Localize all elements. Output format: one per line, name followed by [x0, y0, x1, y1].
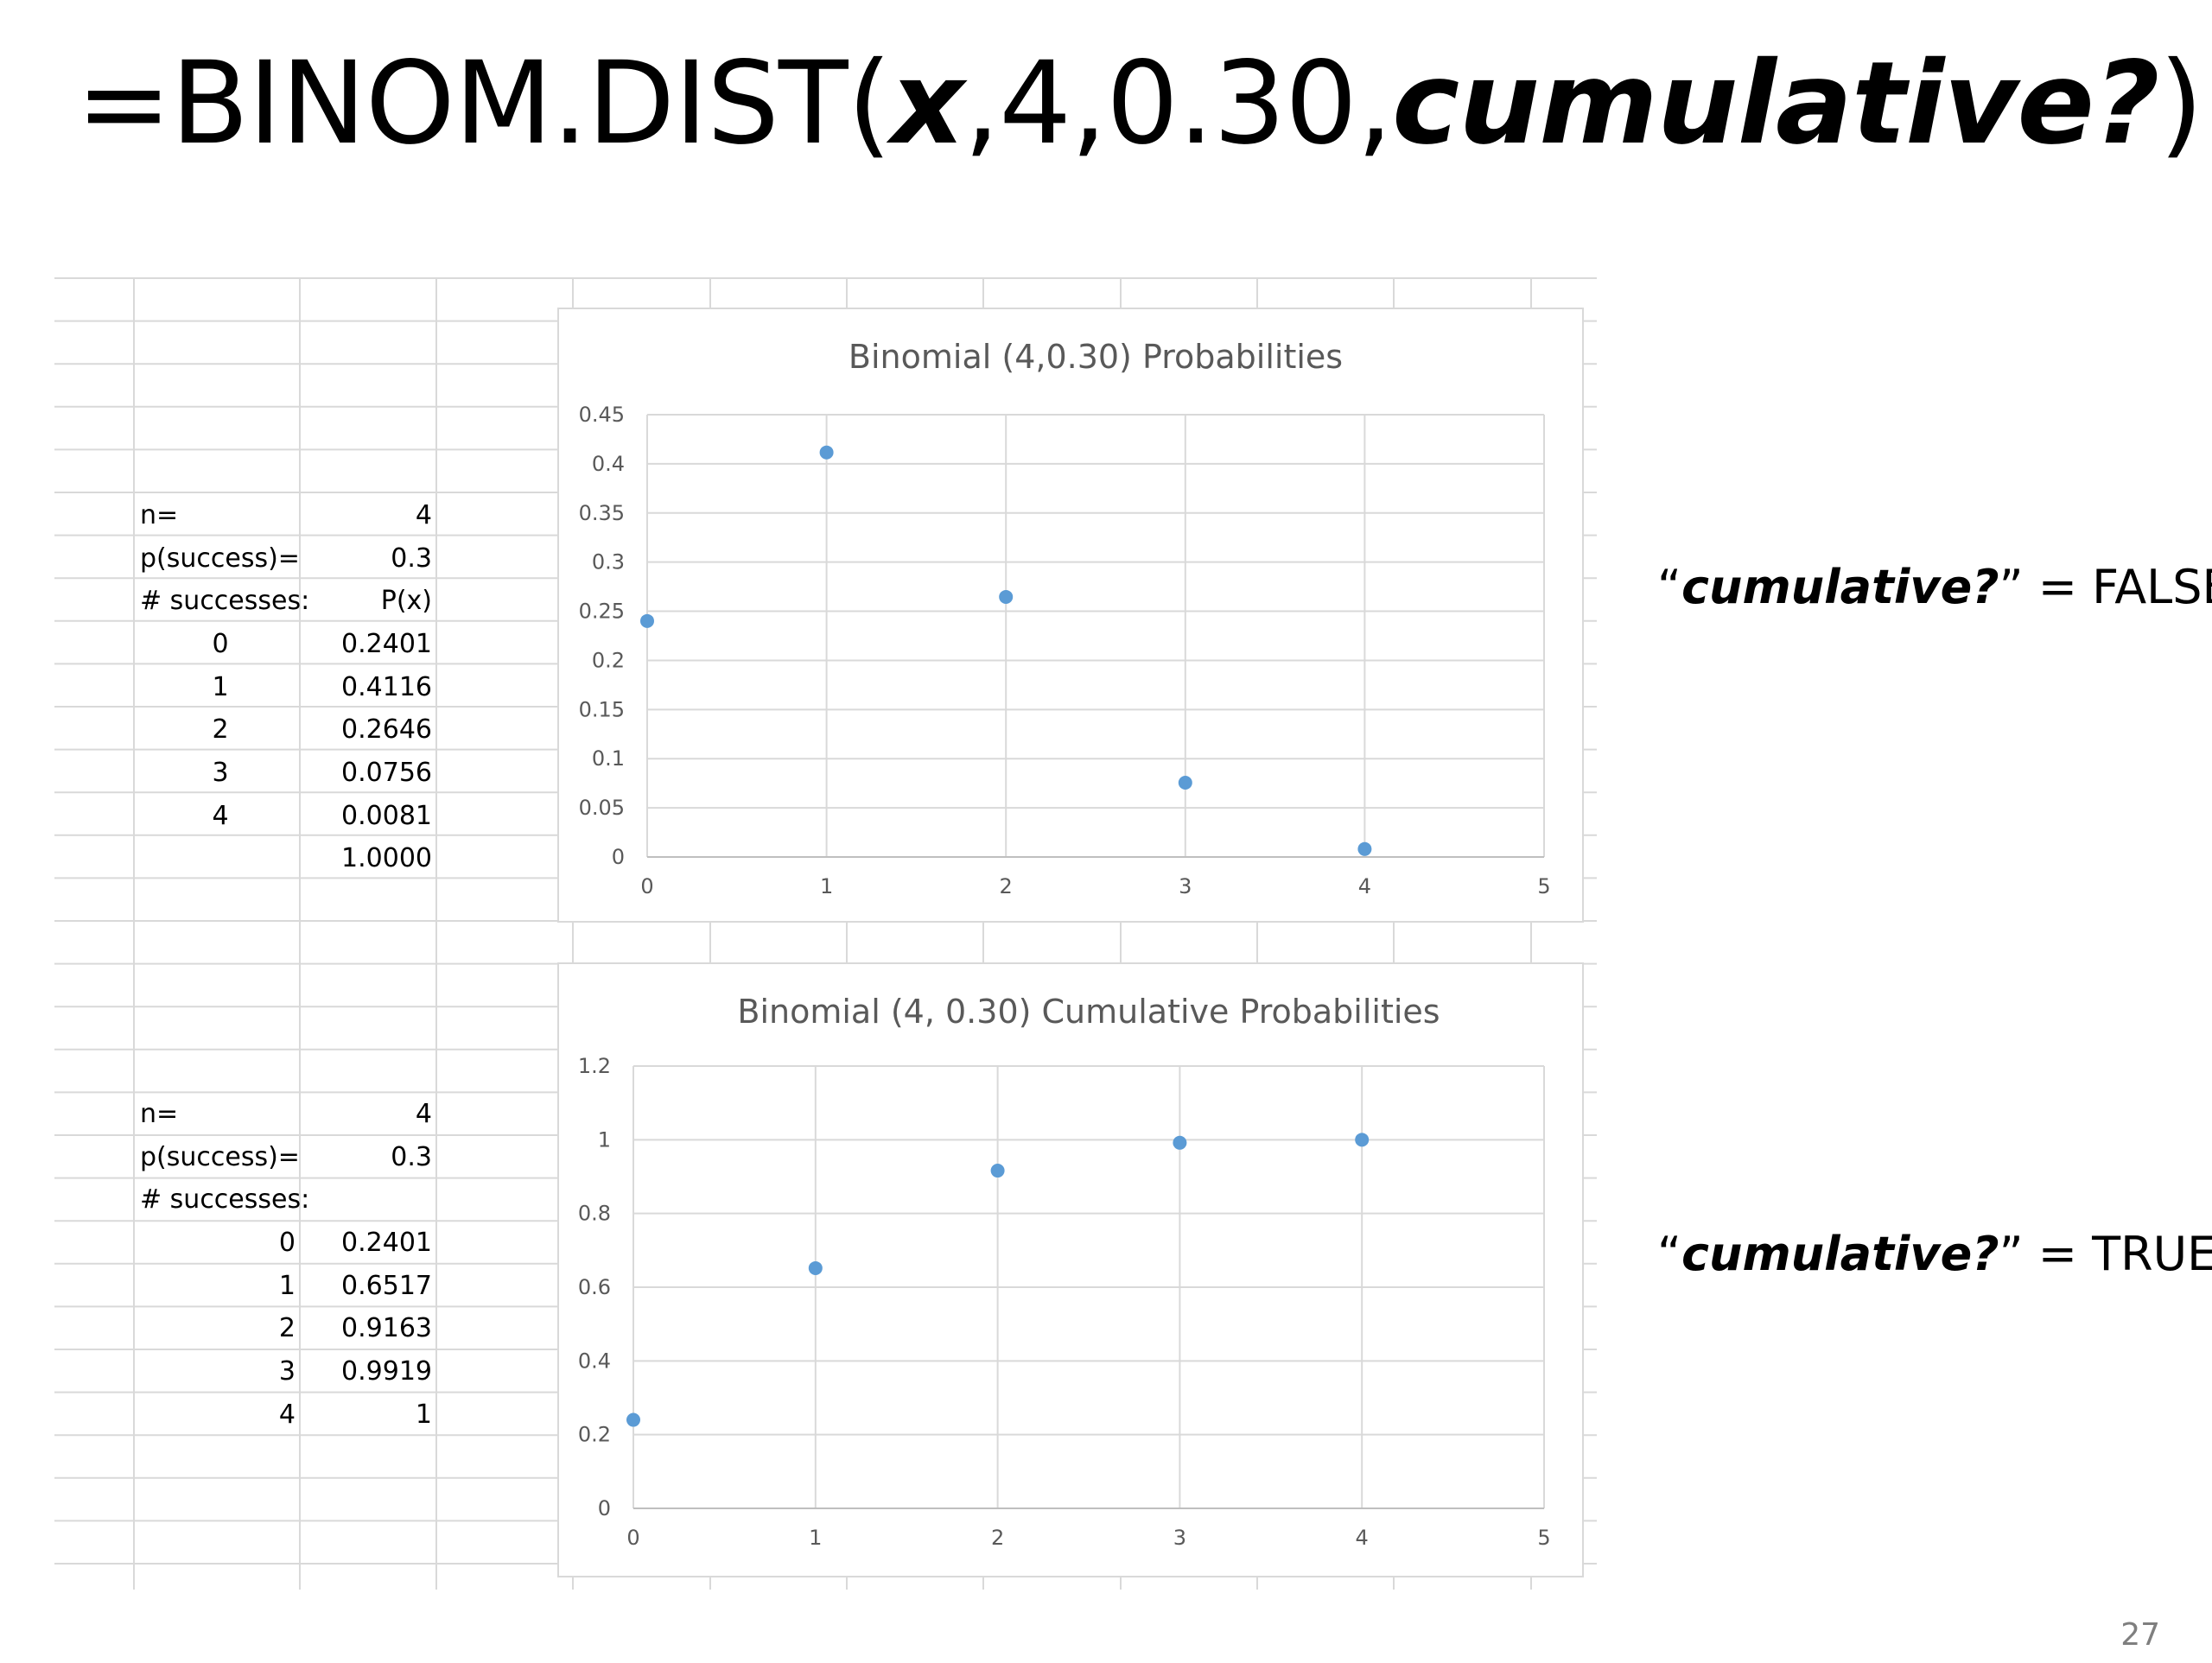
- x-tick-label: 3: [1179, 874, 1192, 898]
- cumulative-term: cumulative?: [1681, 1227, 1999, 1281]
- y-tick-label: 0: [598, 1496, 611, 1520]
- cell-px-header[interactable]: P(x): [380, 586, 432, 616]
- open-quote: “: [1657, 560, 1681, 614]
- true-label: “cumulative?” = TRUE: [1657, 1227, 2212, 1281]
- x-tick-label: 1: [809, 1526, 822, 1550]
- y-tick-label: 0.15: [579, 697, 625, 721]
- data-point[interactable]: [640, 613, 654, 628]
- cell-k[interactable]: 1: [212, 672, 229, 702]
- cell-k[interactable]: 2: [212, 714, 229, 745]
- y-tick-label: 0.25: [579, 600, 625, 624]
- cell-n-value[interactable]: 4: [415, 1099, 432, 1129]
- y-tick-label: 0.4: [592, 452, 625, 476]
- data-point[interactable]: [1173, 1135, 1187, 1150]
- cell-n-value[interactable]: 4: [415, 500, 432, 530]
- cell-k[interactable]: 0: [278, 1228, 296, 1258]
- cell-k[interactable]: 3: [278, 1356, 296, 1387]
- open-quote: “: [1657, 1227, 1681, 1281]
- cell-cum-prob[interactable]: 0.9919: [341, 1356, 432, 1387]
- y-tick-label: 0.6: [578, 1275, 611, 1299]
- cell-k[interactable]: 2: [278, 1313, 296, 1343]
- x-tick-label: 4: [1356, 1526, 1369, 1550]
- pmf-chart[interactable]: Binomial (4,0.30) Probabilities 0 0.05 0.1 0…: [557, 308, 1584, 923]
- cell-prob[interactable]: 0.0081: [341, 801, 432, 831]
- x-tick-label: 5: [1537, 1526, 1550, 1550]
- cell-cum-prob[interactable]: 0.9163: [341, 1313, 432, 1343]
- x-tick-label: 4: [1358, 874, 1371, 898]
- cell-k[interactable]: 1: [278, 1271, 296, 1301]
- x-tick-label: 0: [626, 1526, 639, 1550]
- cell-n-label[interactable]: n=: [140, 500, 179, 530]
- equals-true: ” = TRUE: [1999, 1227, 2212, 1281]
- data-point[interactable]: [1357, 841, 1372, 856]
- cell-n-label[interactable]: n=: [140, 1099, 179, 1129]
- y-tick-label: 0.8: [578, 1202, 611, 1226]
- cell-prob[interactable]: 0.2401: [341, 629, 432, 659]
- data-point[interactable]: [626, 1412, 640, 1427]
- cell-p-label[interactable]: p(success)=: [140, 543, 300, 574]
- cell-p-label[interactable]: p(success)=: [140, 1142, 300, 1172]
- x-tick-label: 1: [820, 874, 833, 898]
- title-args-mid: ,4,0.30,: [963, 37, 1393, 170]
- x-tick-label: 0: [640, 874, 653, 898]
- x-tick-label: 2: [1000, 874, 1013, 898]
- cumulative-term: cumulative?: [1681, 560, 1999, 614]
- cell-k[interactable]: 0: [212, 629, 229, 659]
- chart-title: Binomial (4,0.30) Probabilities: [849, 338, 1343, 376]
- chart-title: Binomial (4, 0.30) Cumulative Probabilit…: [737, 993, 1440, 1031]
- y-tick-label: 0.4: [578, 1349, 611, 1373]
- cell-p-value[interactable]: 0.3: [391, 543, 432, 574]
- title-arg-x: x: [891, 37, 964, 170]
- cell-k[interactable]: 3: [212, 758, 229, 788]
- y-tick-label: 1: [598, 1127, 611, 1152]
- x-tick-label: 2: [991, 1526, 1004, 1550]
- data-point[interactable]: [1355, 1133, 1370, 1147]
- y-tick-label: 0.3: [592, 550, 625, 574]
- cell-successes-label[interactable]: # successes:: [140, 586, 310, 616]
- cell-k[interactable]: 4: [278, 1400, 296, 1430]
- y-tick-label: 0.45: [579, 403, 625, 427]
- cdf-chart-svg: Binomial (4, 0.30) Cumulative Probabilit…: [578, 993, 1551, 1550]
- cell-prob[interactable]: 0.2646: [341, 714, 432, 745]
- slide-title: =BINOM.DIST(x,4,0.30,cumulative?): [76, 47, 2203, 161]
- cell-total[interactable]: 1.0000: [341, 843, 432, 873]
- cell-successes-label[interactable]: # successes:: [140, 1184, 310, 1215]
- cell-cum-prob[interactable]: 0.6517: [341, 1271, 432, 1301]
- x-tick-label: 5: [1537, 874, 1550, 898]
- y-tick-label: 0.05: [579, 796, 625, 820]
- false-label: “cumulative?” = FALSE: [1657, 560, 2212, 614]
- y-tick-label: 1.2: [578, 1054, 611, 1078]
- equals-false: ” = FALSE: [1999, 560, 2212, 614]
- cell-p-value[interactable]: 0.3: [391, 1142, 432, 1172]
- cdf-chart[interactable]: Binomial (4, 0.30) Cumulative Probabilit…: [557, 962, 1584, 1577]
- page-number: 27: [2120, 1617, 2160, 1653]
- cell-cum-prob[interactable]: 1: [415, 1400, 432, 1430]
- data-point[interactable]: [999, 589, 1014, 604]
- cell-prob[interactable]: 0.0756: [341, 758, 432, 788]
- data-point[interactable]: [990, 1164, 1005, 1178]
- y-tick-label: 0.2: [578, 1423, 611, 1447]
- pmf-chart-svg: Binomial (4,0.30) Probabilities 0 0.05 0.1 0…: [579, 338, 1551, 898]
- cell-k[interactable]: 4: [212, 801, 229, 831]
- y-tick-label: 0: [612, 845, 625, 869]
- y-tick-label: 0.1: [592, 746, 625, 771]
- data-point[interactable]: [1178, 775, 1192, 790]
- title-prefix: =BINOM.DIST(: [76, 37, 892, 170]
- cell-cum-prob[interactable]: 0.2401: [341, 1228, 432, 1258]
- x-tick-label: 3: [1173, 1526, 1186, 1550]
- data-point[interactable]: [819, 445, 834, 460]
- y-tick-label: 0.2: [592, 648, 625, 672]
- y-tick-label: 0.35: [579, 501, 625, 525]
- data-point[interactable]: [808, 1260, 823, 1275]
- title-suffix: ): [2158, 37, 2203, 170]
- title-arg-cumulative: cumulative?: [1392, 37, 2160, 170]
- cell-prob[interactable]: 0.4116: [341, 672, 432, 702]
